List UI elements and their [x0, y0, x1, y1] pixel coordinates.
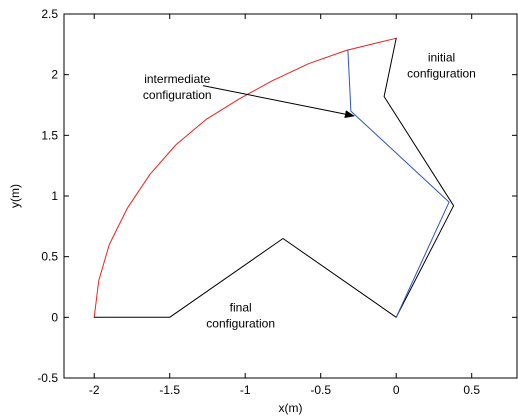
axes-layer: -2 -1.5 -1 -0.5 0 0.5 -0.5 0 0.5 1 1.5 2 2.5	[37, 7, 518, 397]
y-tick-label: 0.5	[41, 250, 58, 264]
annotation-text-1-line-2: configuration	[143, 88, 212, 102]
x-axis-label: x(m)	[279, 401, 303, 415]
y-tick-label: -0.5	[37, 371, 58, 385]
y-tick-label: 1.5	[41, 128, 58, 142]
x-tick-label: -0.5	[310, 383, 331, 397]
annotation-text-2-line-1: initial	[428, 50, 455, 64]
annotation-text-2-line-2: configuration	[407, 66, 476, 80]
y-tick-label: 0	[51, 310, 58, 324]
x-tick-label: 0	[393, 383, 400, 397]
y-tick-label: 2.5	[41, 7, 58, 21]
series-line-3	[347, 49, 450, 318]
x-tick-label: -1	[240, 383, 251, 397]
series-line-1	[93, 37, 397, 318]
annotation-text-1-line-1: intermediate	[144, 72, 210, 86]
x-tick-label: 0.5	[463, 383, 480, 397]
x-tick-label: -1.5	[159, 383, 180, 397]
y-axis-label: y(m)	[8, 184, 22, 208]
plot-content: intermediate configuration initial configur…	[93, 37, 476, 330]
y-tick-label: 2	[51, 68, 58, 82]
annotation-text-3-line-2: configuration	[206, 316, 275, 330]
x-tick-label: -2	[89, 383, 100, 397]
annotation-text-3-line-1: final	[230, 300, 252, 314]
annotation-arrow	[202, 85, 355, 119]
y-tick-label: 1	[51, 189, 58, 203]
